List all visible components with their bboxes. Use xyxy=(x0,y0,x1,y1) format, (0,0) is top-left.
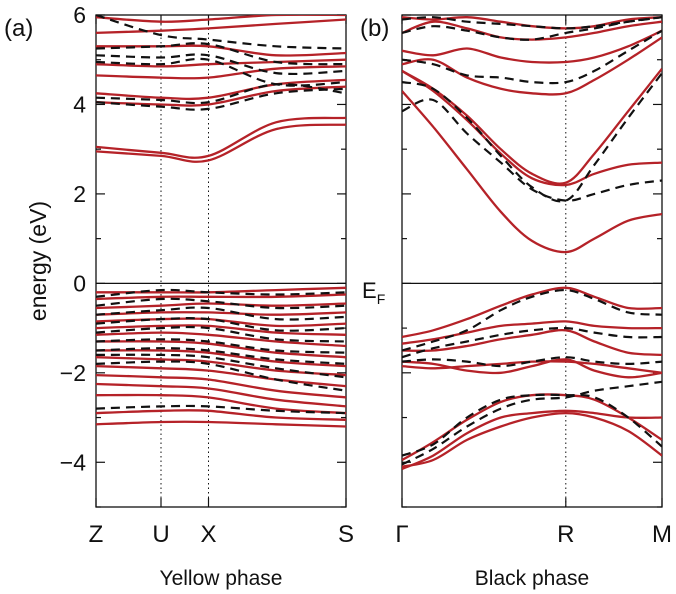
panel-b-caption: Black phase xyxy=(475,567,589,590)
fermi-level-label: EF xyxy=(362,278,385,307)
dashed-band-38 xyxy=(96,353,346,379)
solid-band-2 xyxy=(96,85,346,107)
solid-band-17 xyxy=(402,411,662,468)
solid-band-8 xyxy=(96,15,346,23)
kpoint-label: M xyxy=(652,521,672,548)
panel-b-label: (b) xyxy=(360,15,389,42)
kpoint-label: U xyxy=(152,521,169,548)
solid-band-25 xyxy=(96,364,346,388)
solid-band-13 xyxy=(402,320,662,345)
dashed-band-39 xyxy=(96,360,346,392)
dashed-band-20 xyxy=(402,288,662,352)
kpoint-label: Z xyxy=(89,521,104,548)
dashed-band-11 xyxy=(96,57,346,87)
solid-band-0 xyxy=(402,90,662,254)
y-tick-label: −4 xyxy=(60,449,86,475)
dashed-band-36 xyxy=(96,338,346,354)
dashed-band-31 xyxy=(96,288,346,298)
panel-a-bands xyxy=(96,15,346,428)
dashed-band-13 xyxy=(96,42,346,66)
solid-band-4 xyxy=(402,29,662,64)
solid-band-6 xyxy=(96,44,346,57)
dashed-band-23 xyxy=(402,393,662,457)
dashed-band-40 xyxy=(96,404,346,415)
dashed-band-8 xyxy=(402,72,662,203)
kpoint-label: R xyxy=(557,521,574,548)
solid-band-12 xyxy=(402,286,662,339)
dashed-band-12 xyxy=(96,53,346,76)
y-tick-label: 4 xyxy=(73,91,86,117)
solid-band-15 xyxy=(402,358,662,379)
solid-band-22 xyxy=(96,340,346,359)
dashed-band-7 xyxy=(402,98,662,202)
panel-a-label: (a) xyxy=(4,15,33,42)
solid-band-14 xyxy=(402,328,662,357)
panel-a-caption: Yellow phase xyxy=(160,567,283,590)
solid-band-19 xyxy=(402,393,662,462)
dashed-band-14 xyxy=(96,15,346,50)
dashed-band-11 xyxy=(402,16,662,30)
dashed-band-22 xyxy=(402,356,662,368)
solid-band-5 xyxy=(402,20,662,41)
solid-band-23 xyxy=(96,349,346,368)
solid-band-5 xyxy=(96,58,346,68)
solid-band-4 xyxy=(96,65,346,80)
solid-band-28 xyxy=(96,393,346,415)
solid-band-6 xyxy=(402,16,662,30)
solid-band-16 xyxy=(402,360,662,374)
solid-band-1 xyxy=(402,69,662,187)
y-axis-label: energy (eV) xyxy=(25,201,51,321)
solid-band-2 xyxy=(402,67,662,185)
solid-band-20 xyxy=(96,324,346,336)
solid-band-21 xyxy=(96,331,346,348)
solid-band-18 xyxy=(96,311,346,316)
kpoint-label: S xyxy=(338,521,354,548)
y-tick-label: 0 xyxy=(73,270,86,296)
panel-b-bands xyxy=(402,16,662,471)
solid-band-27 xyxy=(96,382,346,408)
solid-band-26 xyxy=(96,373,346,399)
solid-band-1 xyxy=(96,116,346,159)
kpoint-label: X xyxy=(200,521,216,548)
kpoint-label: Γ xyxy=(395,521,408,548)
y-tick-label: −2 xyxy=(60,360,86,386)
dashed-band-24 xyxy=(402,380,662,466)
solid-band-3 xyxy=(96,78,346,101)
dashed-band-34 xyxy=(96,317,346,332)
solid-band-7 xyxy=(96,18,346,35)
dashed-band-37 xyxy=(96,347,346,365)
solid-band-17 xyxy=(96,302,346,310)
dashed-band-21 xyxy=(402,326,662,359)
solid-band-29 xyxy=(96,409,346,421)
solid-band-3 xyxy=(402,36,662,96)
dashed-band-33 xyxy=(96,306,346,321)
y-tick-label: 6 xyxy=(73,2,86,28)
dashed-band-9 xyxy=(96,87,346,111)
dashed-band-10 xyxy=(96,83,346,105)
dashed-band-32 xyxy=(96,297,346,310)
solid-band-18 xyxy=(402,409,662,471)
solid-band-0 xyxy=(96,123,346,163)
panel-a-frame xyxy=(95,14,347,508)
dashed-band-35 xyxy=(96,325,346,343)
panel-a-plot: −4 −2 0 2 4 6 Z U X S xyxy=(60,2,354,548)
y-tick-label: 2 xyxy=(73,181,86,207)
solid-band-24 xyxy=(96,356,346,377)
panel-b-frame xyxy=(401,14,663,508)
solid-band-30 xyxy=(96,420,346,428)
solid-band-16 xyxy=(96,293,346,301)
